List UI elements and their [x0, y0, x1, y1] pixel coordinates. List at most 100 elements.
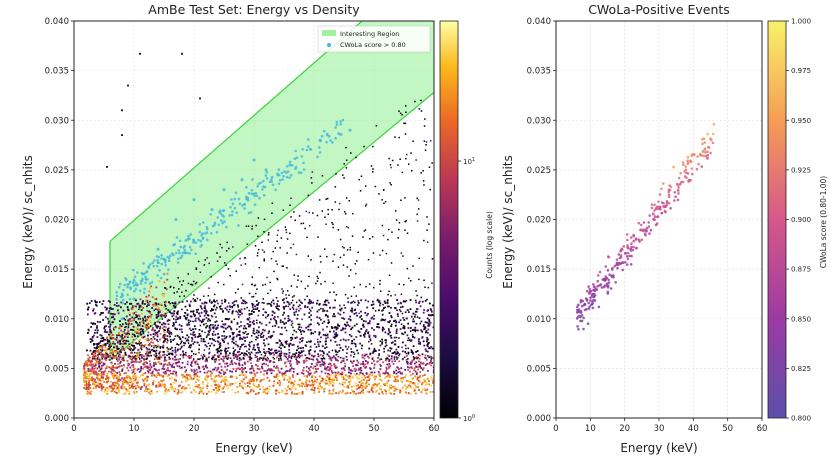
- left-y-ticks: 0.0000.0050.0100.0150.0200.0250.0300.035…: [45, 17, 74, 424]
- density-cell-1461: [254, 373, 256, 375]
- right-grid: [556, 21, 762, 418]
- density-cell-3787: [295, 354, 297, 356]
- density-cell-4443: [147, 296, 149, 298]
- density-cell-1887: [198, 335, 200, 337]
- density-cell-2681: [217, 325, 219, 327]
- density-cell-1778: [99, 353, 101, 355]
- density-cell-2024: [349, 316, 351, 318]
- cwola-point-13: [121, 317, 124, 320]
- density-cell-3813: [353, 301, 355, 303]
- density-cell-2458: [336, 329, 338, 331]
- cwola-point-gen-218: [189, 246, 192, 249]
- density-cell-1884: [265, 324, 267, 326]
- density-cell-754: [332, 390, 334, 392]
- density-cell-527: [327, 380, 329, 382]
- density-cell-3288: [248, 319, 250, 321]
- density-cell-4154: [131, 369, 133, 371]
- density-cell-4017: [262, 284, 264, 286]
- density-cell-1143: [281, 368, 283, 370]
- density-cell-1820: [305, 327, 307, 329]
- density-cell-2680: [201, 303, 203, 305]
- density-cell-4595: [132, 383, 134, 385]
- density-cell-2666: [156, 316, 158, 318]
- density-cell-1218: [259, 368, 261, 370]
- density-cell-3519: [235, 341, 237, 343]
- density-cell-3868: [257, 236, 259, 238]
- cwola-point-gen-135: [334, 137, 337, 140]
- legend-region-swatch: [322, 30, 336, 36]
- density-cell-1622: [373, 367, 375, 369]
- density-cell-3077: [186, 324, 188, 326]
- density-cell-2953: [93, 308, 95, 310]
- density-cell-1742: [421, 321, 423, 323]
- cwola-point-gen-22: [321, 135, 324, 138]
- density-cell-600: [306, 388, 308, 390]
- density-cell-3505: [287, 290, 289, 292]
- right-point-16: [685, 165, 688, 168]
- density-cell-1640: [148, 369, 150, 371]
- density-cell-4580: [91, 377, 93, 379]
- density-cell-3061: [354, 343, 356, 345]
- density-cell-1898: [327, 337, 329, 339]
- density-cell-2127: [414, 316, 416, 318]
- density-cell-4191: [88, 380, 90, 382]
- density-cell-367: [115, 385, 117, 387]
- density-cell-3729: [305, 345, 307, 347]
- cwola-point-gen-191: [302, 162, 305, 165]
- density-cell-2946: [107, 342, 109, 344]
- density-cell-4486: [101, 376, 103, 378]
- density-cell-3758: [179, 329, 181, 331]
- density-cell-591: [265, 389, 267, 391]
- density-cell-3634: [184, 315, 186, 317]
- density-cell-2604: [342, 349, 344, 351]
- density-cell-3212: [383, 351, 385, 353]
- density-cell-2911: [367, 313, 369, 315]
- density-cell-2550: [390, 307, 392, 309]
- density-cell-3215: [237, 345, 239, 347]
- density-cell-3298: [112, 343, 114, 345]
- density-cell-4272: [90, 369, 92, 371]
- density-cell-3911: [245, 263, 247, 265]
- density-cell-1453: [99, 359, 101, 361]
- density-cell-4086: [362, 236, 364, 238]
- density-cell-4504: [146, 326, 148, 328]
- density-cell-2665: [415, 314, 417, 316]
- cwola-point-gen-175: [192, 241, 195, 244]
- density-cell-2652: [103, 327, 105, 329]
- cwola-point-gen-184: [342, 119, 345, 122]
- density-cell-1979: [308, 312, 310, 314]
- density-cell-553: [299, 379, 301, 381]
- density-cell-3213: [223, 284, 225, 286]
- density-cell-3084: [348, 346, 350, 348]
- density-cell-479: [263, 374, 265, 376]
- density-cell-3880: [401, 252, 403, 254]
- density-cell-4097: [139, 354, 141, 356]
- density-cell-4333: [159, 351, 161, 353]
- density-cell-2655: [206, 346, 208, 348]
- density-cell-2017: [270, 349, 272, 351]
- density-cell-4060: [429, 166, 431, 168]
- density-cell-1825: [203, 324, 205, 326]
- density-cell-2758: [377, 323, 379, 325]
- density-cell-722: [208, 391, 210, 393]
- density-cell-4022: [314, 343, 316, 345]
- density-cell-3397: [241, 264, 243, 266]
- density-cell-3152: [424, 140, 426, 142]
- density-cell-2002: [185, 306, 187, 308]
- density-cell-1443: [171, 366, 173, 368]
- density-cell-3730: [215, 316, 217, 318]
- density-cell-2467: [248, 324, 250, 326]
- density-cell-2838: [128, 309, 130, 311]
- density-cell-1958: [407, 334, 409, 336]
- density-cell-1033: [361, 370, 363, 372]
- density-cell-2510: [169, 348, 171, 350]
- density-cell-2179: [97, 336, 99, 338]
- density-cell-4467: [152, 296, 154, 298]
- density-cell-1761: [318, 343, 320, 345]
- density-cell-2526: [253, 311, 255, 313]
- density-cell-2263: [249, 346, 251, 348]
- density-cell-3170: [427, 241, 429, 243]
- density-cell-2206: [318, 324, 320, 326]
- density-cell-3490: [372, 168, 374, 170]
- density-cell-3371: [193, 294, 195, 296]
